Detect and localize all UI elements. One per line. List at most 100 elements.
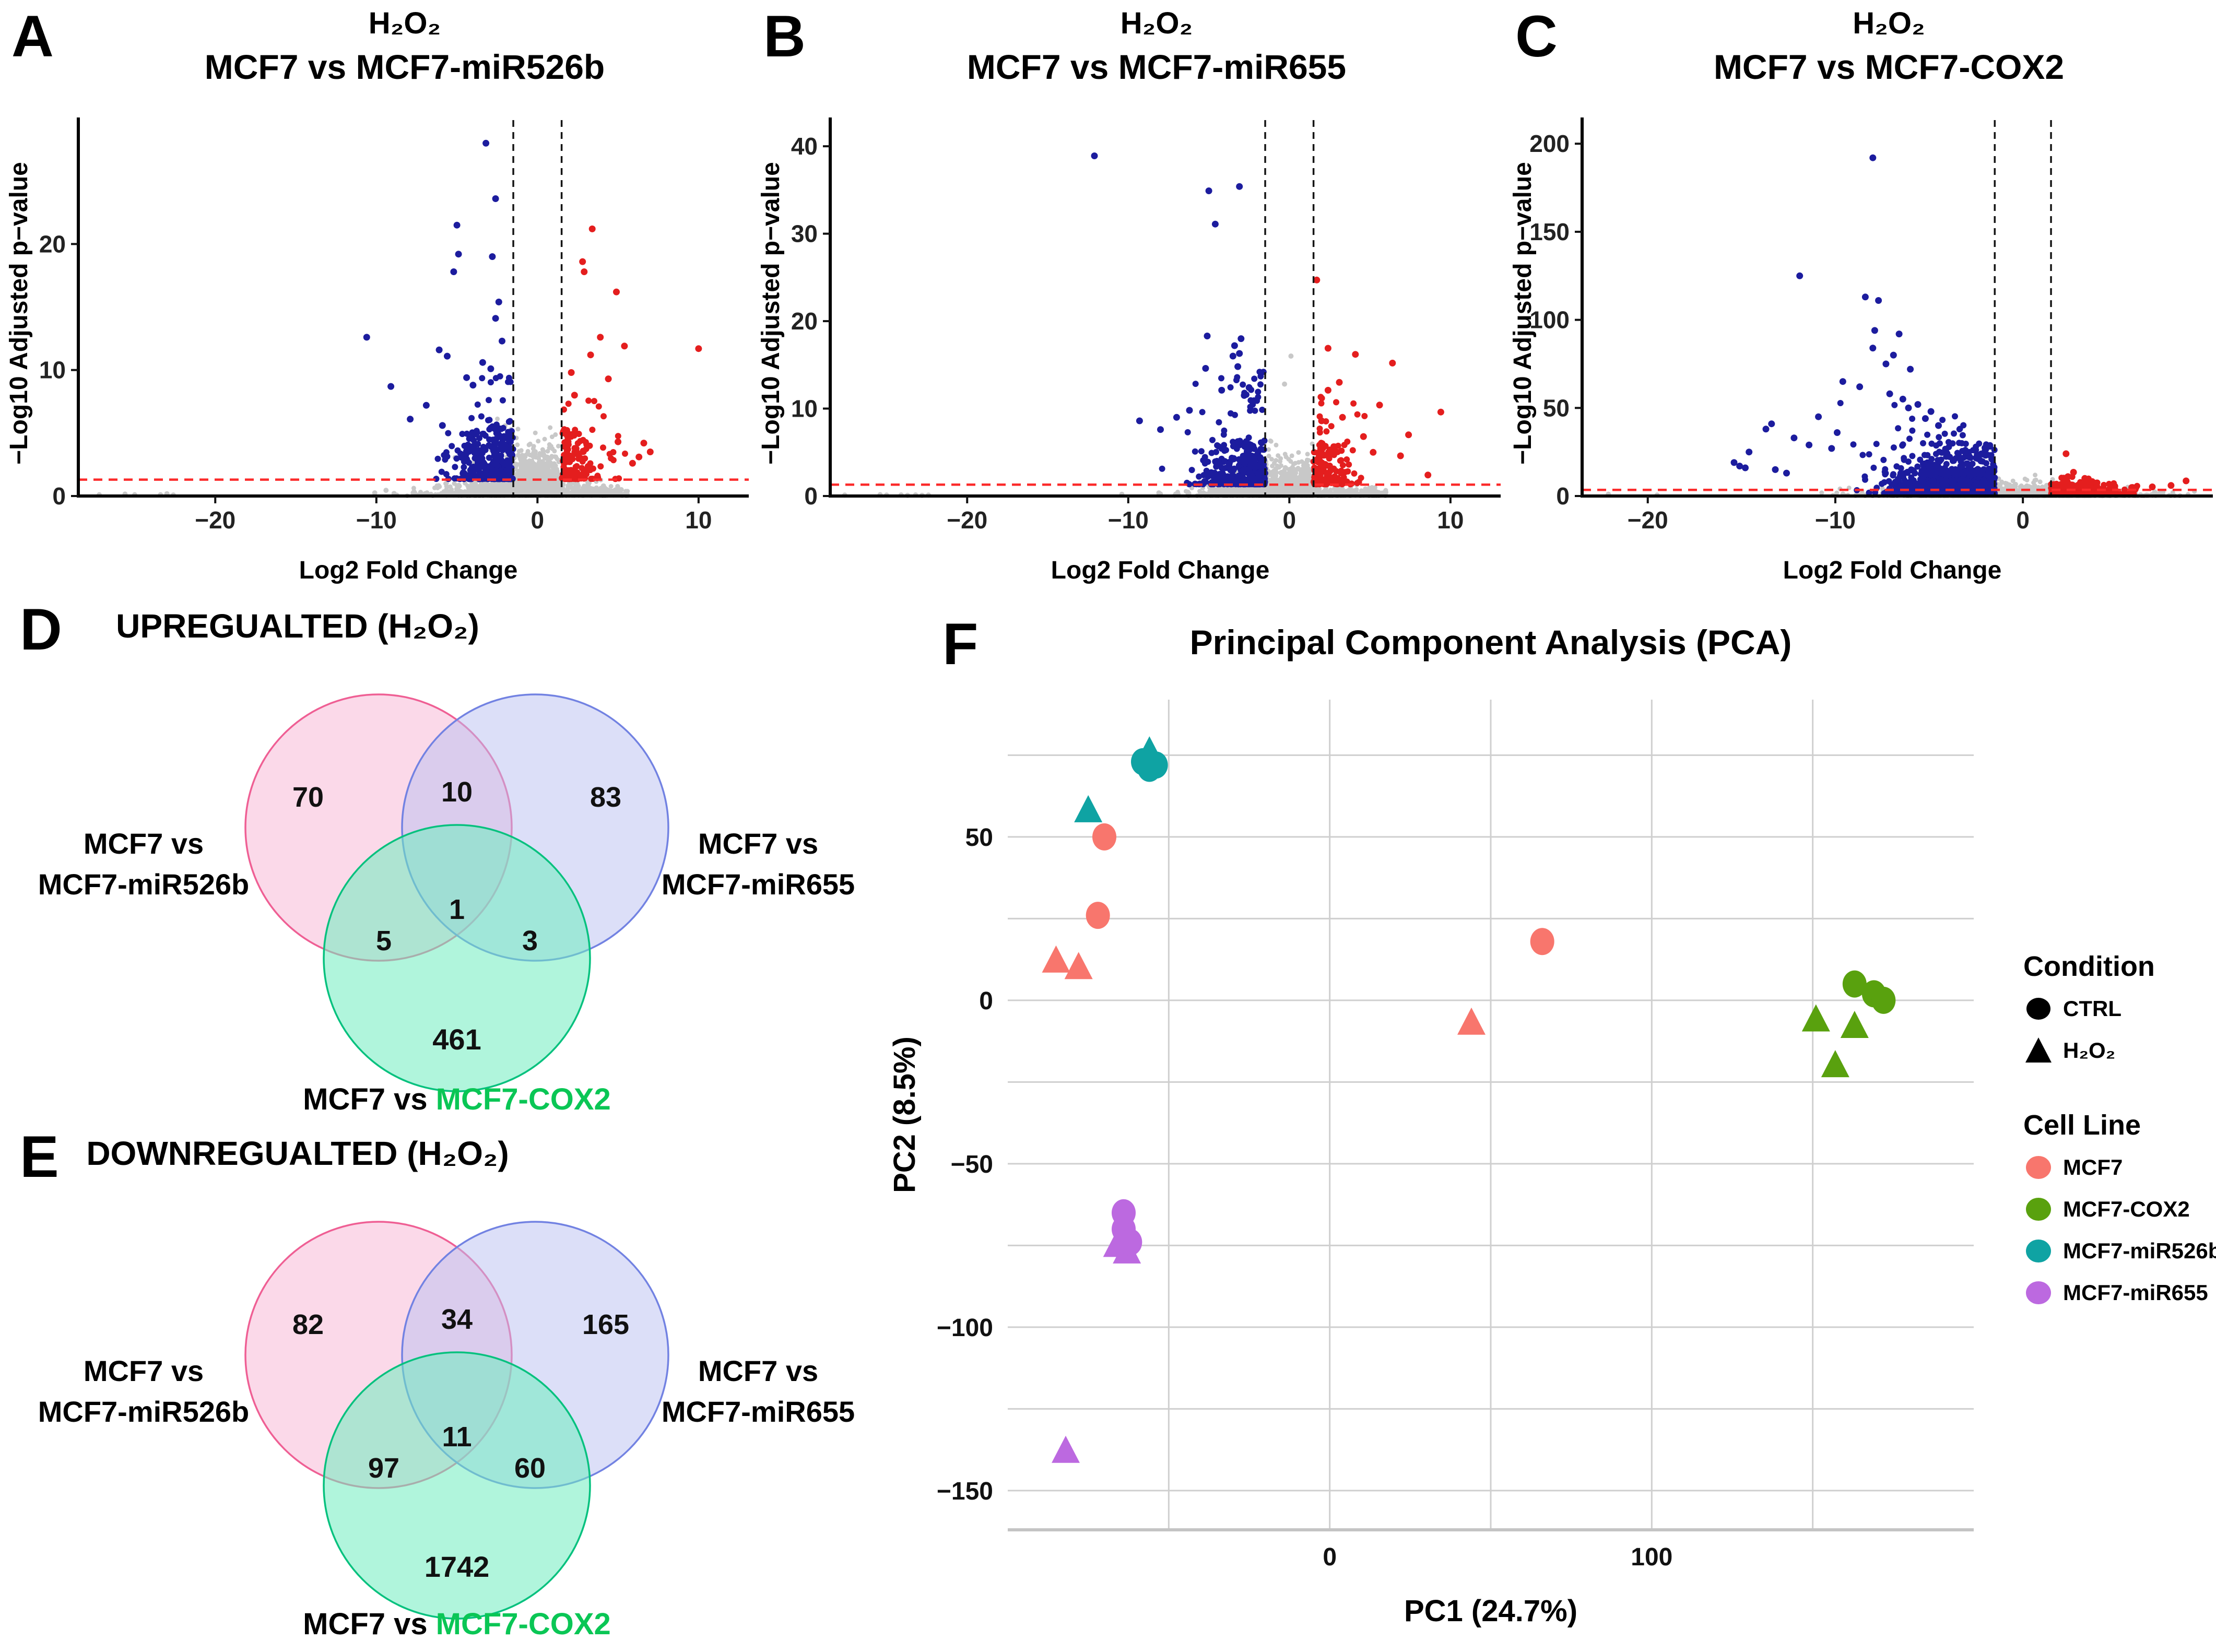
panel-venn-upregulated: D UPREGUALTED (H₂O₂) 70 10 83 1 5 3 461 … [10,600,877,1128]
y-tick-label: 50 [1543,394,1570,421]
x-tick-label: −10 [356,506,397,534]
legend-item-label: MCF7-miR655 [2063,1280,2208,1305]
y-tick-label: −50 [951,1151,993,1178]
volcano-points-up [2048,450,2190,498]
volcano-title-condition: H₂O₂ [1120,6,1193,40]
x-tick-label: 10 [685,506,712,534]
pca-points-MCF7-COX2 [1801,970,1896,1078]
triangle-marker-icon [2025,1037,2052,1063]
volcano-title-comparison: MCF7 vs MCF7-miR655 [966,48,1347,87]
volcano-points-up [559,225,702,482]
pca-point-ctrl [1871,986,1896,1014]
dot-icon [2026,1156,2051,1179]
volcano-points-ns [842,353,1388,499]
circle-marker-icon [2026,998,2050,1020]
legend-item-mcf7-mir655: MCF7-miR655 [2023,1272,2216,1314]
legend-item-mcf7: MCF7 [2023,1147,2216,1188]
venn-label-right-1: MCF7 vs [698,827,818,860]
x-tick-label: −20 [947,506,987,534]
volcano-title-a: H₂O₂ MCF7 vs MCF7-miR526b [73,3,736,90]
venn-count-abc: 11 [442,1421,472,1453]
venn-label-right-1: MCF7 vs [698,1354,818,1387]
panel-volcano-miR655: B H₂O₂ MCF7 vs MCF7-miR655 Log2 Fold Cha… [752,0,1504,600]
legend-item-label: H₂O₂ [2063,1038,2116,1063]
panel-volcano-COX2: C H₂O₂ MCF7 vs MCF7-COX2 Log2 Fold Chang… [1504,0,2216,600]
pca-points-MCF7-miR526b [1074,736,1168,822]
volcano-plot-b: Log2 Fold Change −Log10 Adjusted p−value… [757,117,1501,584]
venn-count-bc: 60 [514,1453,546,1484]
y-axis-label: −Log10 Adjusted p−value [1509,162,1537,465]
volcano-title-condition: H₂O₂ [1853,6,1925,40]
venn-count-bc: 3 [522,925,538,957]
y-tick-label: 10 [791,395,818,422]
y-tick-label: 0 [979,987,993,1015]
x-axis-label: Log2 Fold Change [299,557,518,584]
panel-letter-e: E [20,1124,59,1189]
venn-label-left-1: MCF7 vs [84,1354,204,1387]
x-tick-label: −20 [1628,506,1668,534]
venn-label-bottom-set: MCF7-COX2 [436,1607,611,1641]
pca-point-ctrl [1842,970,1867,998]
venn-label-bottom-set: MCF7-COX2 [436,1082,611,1116]
x-tick-label: 0 [1323,1543,1337,1571]
pca-point-h2o2 [1042,945,1070,973]
venn-label-bottom-prefix: MCF7 vs [303,1082,428,1116]
legend-item-h2o2: H₂O₂ [2023,1030,2216,1071]
pca-legend: Condition CTRL H₂O₂ Cell Line MCF7 MCF7-… [2023,950,2216,1314]
y-tick-label: 20 [791,308,818,335]
legend-item-mcf7-cox2: MCF7-COX2 [2023,1188,2216,1230]
venn-label-bottom: MCF7 vs MCF7-COX2 [303,1082,611,1116]
pca-point-h2o2 [1052,1435,1080,1463]
volcano-points-ns [97,416,630,498]
x-tick-label: −20 [195,506,235,534]
pca-point-ctrl [1530,928,1554,955]
venn-diagram-upregulated: 70 10 83 1 5 3 461 MCF7 vs MCF7-miR526b … [38,693,855,1116]
pca-point-h2o2 [1074,795,1103,822]
legend-condition-title: Condition [2023,951,2155,982]
y-tick-label: 0 [804,482,818,510]
venn-label-left-2: MCF7-miR526b [38,868,250,901]
volcano-points-up [1310,276,1444,488]
venn-count-ab: 10 [441,776,473,808]
venn-label-left-1: MCF7 vs [84,827,204,860]
panel-letter-f: F [942,611,979,677]
pca-plot: PC1 (24.7%) PC2 (8.5%) 0 100 50 0 −50 −100 −15… [888,700,1974,1628]
venn-title-downregulated: DOWNREGUALTED (H₂O₂) [86,1135,509,1172]
pca-point-h2o2 [1840,1010,1869,1038]
dot-icon [2026,1198,2051,1221]
y-tick-label: 0 [52,482,66,510]
volcano-points-down [363,139,516,482]
pca-point-h2o2 [1457,1007,1486,1035]
pca-point-h2o2 [1801,1004,1830,1032]
venn-title-upregulated: UPREGUALTED (H₂O₂) [116,607,479,645]
venn-count-ac: 5 [376,925,392,957]
y-tick-label: −100 [937,1314,993,1342]
venn-label-right-2: MCF7-miR655 [662,1395,855,1428]
venn-count-b: 165 [582,1309,629,1340]
pca-point-h2o2 [1821,1050,1849,1078]
venn-diagram-downregulated: 82 34 165 11 97 60 1742 MCF7 vs MCF7-miR… [38,1221,855,1641]
y-tick-label: 50 [965,824,993,852]
y-tick-label: 30 [791,220,818,247]
pca-point-ctrl [1086,902,1110,929]
volcano-title-comparison: MCF7 vs MCF7-COX2 [1713,48,2065,87]
legend-item-ctrl: CTRL [2023,988,2216,1030]
y-tick-label: 150 [1529,218,1570,245]
venn-label-bottom: MCF7 vs MCF7-COX2 [303,1607,611,1641]
y-axis-label: PC2 (8.5%) [888,1036,922,1193]
x-tick-label: 0 [2016,506,2030,534]
panel-letter-c: C [1515,4,1558,69]
y-tick-label: 40 [791,133,818,160]
panel-letter-a: A [11,4,54,69]
volcano-points-down [1730,154,1998,497]
x-tick-label: 10 [1437,506,1464,534]
x-axis-label: Log2 Fold Change [1783,557,2002,584]
venn-count-ab: 34 [441,1304,473,1335]
venn-circle-COX2 [323,1351,591,1620]
y-tick-label: 0 [1556,482,1570,510]
pca-point-ctrl [1118,1229,1142,1256]
y-tick-label: 100 [1529,306,1570,334]
pca-gridlines [1008,700,1974,1531]
dot-icon [2026,1281,2051,1304]
panel-pca: F Principal Component Analysis (PCA) PC1… [877,600,2216,1652]
